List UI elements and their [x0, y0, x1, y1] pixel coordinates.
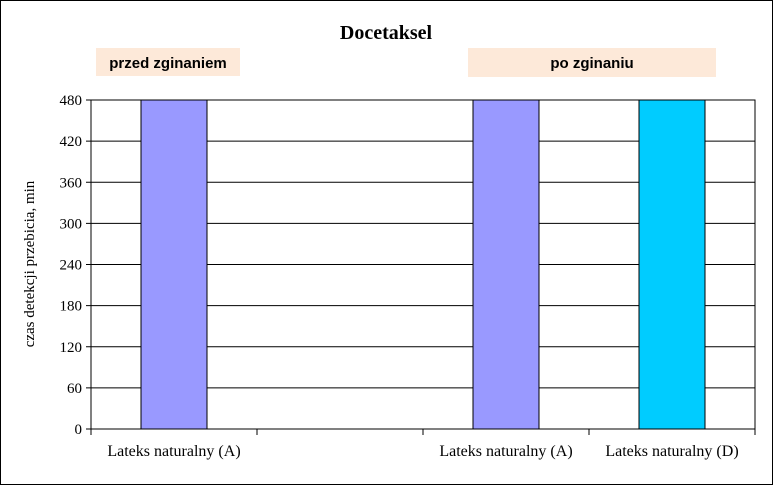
bar	[472, 99, 540, 430]
x-category-label: Lateks naturalny (A)	[107, 443, 240, 460]
y-tick-label: 60	[67, 381, 82, 397]
x-category-label: Lateks naturalny (D)	[605, 443, 738, 460]
bar	[638, 99, 706, 430]
group-label-box-after	[468, 48, 716, 77]
y-tick-label: 0	[75, 422, 83, 438]
y-tick-label: 240	[60, 258, 83, 274]
group-label-box-before	[96, 48, 240, 76]
group-label-after: po zginaniu	[550, 55, 633, 72]
x-category-label: Lateks naturalny (A)	[439, 443, 572, 460]
x-category-labels: Lateks naturalny (A) Lateks naturalny (A)…	[107, 443, 738, 460]
y-tick-label: 420	[60, 134, 83, 150]
y-tick-label: 360	[60, 175, 83, 191]
y-tick-label: 180	[60, 299, 83, 315]
chart-title: Docetaksel	[340, 22, 433, 44]
y-tick-label: 480	[60, 93, 83, 109]
y-tick-labels: 0 60 120 180 240 300 360 420 480	[60, 93, 83, 438]
bars	[140, 99, 706, 430]
axes	[86, 99, 756, 435]
group-label-before: przed zginaniem	[109, 55, 227, 72]
y-tick-label: 120	[60, 340, 83, 356]
y-tick-label: 300	[60, 216, 83, 232]
y-axis-label: czas detekcji przebicia, min	[22, 180, 38, 347]
bar	[140, 99, 208, 430]
